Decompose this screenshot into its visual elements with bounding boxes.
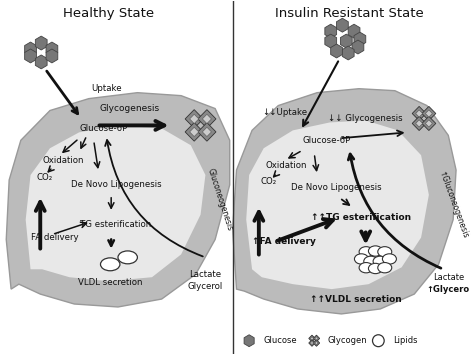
Text: De Novo Lipogenesis: De Novo Lipogenesis (291, 184, 382, 192)
Ellipse shape (359, 247, 373, 257)
Polygon shape (416, 120, 423, 127)
Polygon shape (6, 93, 230, 307)
Polygon shape (190, 127, 199, 137)
Polygon shape (342, 46, 354, 60)
Polygon shape (325, 34, 337, 48)
Text: Lactate: Lactate (189, 270, 221, 279)
Polygon shape (309, 340, 315, 346)
Polygon shape (185, 110, 203, 128)
Polygon shape (422, 116, 436, 131)
Polygon shape (46, 42, 58, 56)
Polygon shape (190, 114, 199, 124)
Polygon shape (46, 49, 58, 63)
Text: ↑Gluconeogenesis: ↑Gluconeogenesis (437, 170, 470, 240)
Ellipse shape (364, 256, 378, 267)
Polygon shape (198, 122, 216, 141)
Polygon shape (425, 120, 432, 127)
Ellipse shape (368, 246, 383, 256)
Ellipse shape (355, 254, 368, 264)
Text: Oxidation: Oxidation (42, 155, 84, 165)
Polygon shape (315, 342, 318, 345)
Polygon shape (310, 337, 314, 340)
Text: De Novo Lipogenesis: De Novo Lipogenesis (71, 180, 161, 190)
Text: Glycogen: Glycogen (328, 336, 367, 345)
Polygon shape (310, 342, 314, 345)
Polygon shape (244, 335, 254, 347)
Polygon shape (412, 116, 426, 131)
Text: Gluconeogenesis: Gluconeogenesis (206, 168, 234, 232)
Ellipse shape (373, 256, 387, 267)
Polygon shape (36, 36, 47, 50)
Text: Glycogenesis: Glycogenesis (100, 104, 160, 113)
Text: Glucose-6P: Glucose-6P (79, 124, 128, 133)
Text: Healthy State: Healthy State (63, 7, 154, 20)
Text: Glucose: Glucose (264, 336, 297, 345)
Polygon shape (313, 335, 319, 342)
Text: ↓↓Uptake: ↓↓Uptake (262, 108, 307, 117)
Polygon shape (309, 335, 315, 342)
Polygon shape (337, 18, 348, 32)
Text: Glycerol: Glycerol (188, 282, 223, 291)
Text: Oxidation: Oxidation (265, 160, 307, 170)
FancyArrowPatch shape (348, 154, 441, 268)
Text: Insulin Resistant State: Insulin Resistant State (275, 7, 424, 20)
Text: TG esterification: TG esterification (81, 220, 152, 229)
Polygon shape (233, 89, 456, 314)
Ellipse shape (359, 263, 373, 273)
Text: CO₂: CO₂ (261, 178, 277, 186)
Text: ↑↑VLDL secretion: ↑↑VLDL secretion (310, 295, 402, 304)
Text: ↑↑TG esterification: ↑↑TG esterification (311, 213, 411, 222)
Polygon shape (416, 110, 423, 117)
Text: ↓↓ Glycogenesis: ↓↓ Glycogenesis (328, 114, 403, 123)
Polygon shape (246, 120, 429, 289)
Polygon shape (354, 32, 366, 46)
Polygon shape (412, 106, 426, 121)
Text: Glucose-6P: Glucose-6P (302, 136, 351, 145)
Polygon shape (198, 110, 216, 128)
Text: Lactate: Lactate (433, 273, 464, 282)
Text: ↑FA delivery: ↑FA delivery (252, 237, 316, 246)
Polygon shape (26, 125, 205, 281)
Polygon shape (331, 44, 342, 58)
Text: FA delivery: FA delivery (30, 233, 78, 242)
Polygon shape (202, 114, 211, 124)
Polygon shape (202, 127, 211, 137)
Polygon shape (25, 42, 36, 56)
Text: CO₂: CO₂ (36, 174, 53, 182)
Ellipse shape (378, 247, 392, 257)
Ellipse shape (383, 254, 396, 264)
Polygon shape (348, 24, 360, 38)
Polygon shape (340, 34, 352, 48)
Text: ↑Glycero: ↑Glycero (427, 285, 470, 294)
Ellipse shape (368, 263, 383, 274)
Polygon shape (425, 110, 432, 117)
Polygon shape (36, 55, 47, 69)
FancyArrowPatch shape (105, 140, 203, 256)
Ellipse shape (378, 263, 392, 273)
Polygon shape (185, 122, 203, 141)
Polygon shape (25, 49, 36, 63)
Text: Lipids: Lipids (393, 336, 418, 345)
Text: Uptake: Uptake (91, 84, 121, 93)
Ellipse shape (100, 258, 120, 271)
Ellipse shape (118, 251, 137, 264)
Polygon shape (352, 40, 364, 54)
Text: VLDL secretion: VLDL secretion (78, 278, 143, 287)
Circle shape (373, 335, 384, 347)
Polygon shape (315, 337, 318, 340)
Polygon shape (422, 106, 436, 121)
Polygon shape (325, 24, 337, 38)
Polygon shape (313, 340, 319, 346)
